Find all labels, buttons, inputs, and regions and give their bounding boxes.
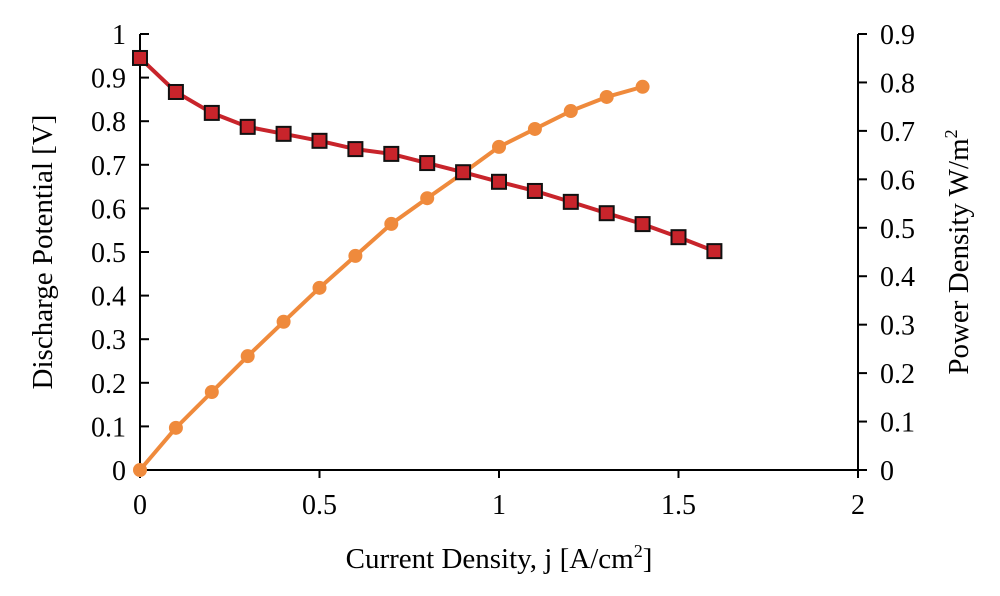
data-point-circle — [527, 121, 542, 136]
data-point-square — [670, 229, 687, 246]
data-point-square — [706, 243, 723, 260]
y-tick-label: 0.4 — [91, 282, 126, 313]
data-point-circle — [599, 89, 614, 104]
data-point-square — [383, 145, 400, 162]
y-tick-label: 0.6 — [91, 194, 126, 225]
y2-tick-label: 0.9 — [880, 20, 915, 51]
data-point-square — [491, 173, 507, 190]
data-point-circle — [420, 191, 435, 206]
data-point-square — [419, 155, 436, 172]
y-tick-label: 0.3 — [91, 325, 126, 356]
y2-tick-label: 0.7 — [880, 117, 915, 148]
data-point-square — [455, 164, 472, 181]
y-tick-label: 0.8 — [91, 107, 126, 138]
y-tick-label: 0.7 — [91, 151, 126, 182]
y2-tick-label: 0 — [880, 456, 894, 487]
data-point-circle — [276, 314, 291, 329]
y2-axis-label: Power Density W/m2 — [941, 129, 975, 374]
y2-tick-label: 0.6 — [880, 165, 915, 196]
data-point-square — [203, 104, 220, 121]
data-point-square — [526, 182, 543, 199]
data-point-circle — [384, 216, 399, 231]
y-tick-label: 0.5 — [91, 238, 126, 269]
y2-tick-label: 0.5 — [880, 214, 915, 245]
y2-tick-label: 0.1 — [880, 408, 915, 439]
y-tick-label: 0.2 — [91, 369, 126, 400]
y-tick-label: 0.1 — [91, 412, 126, 443]
x-tick-label: 0.5 — [302, 490, 337, 521]
data-point-circle — [635, 79, 650, 94]
y-axis-label: Discharge Potential [V] — [27, 115, 59, 390]
data-point-circle — [563, 104, 578, 119]
data-point-square — [347, 141, 364, 158]
x-tick-label: 1 — [492, 490, 506, 521]
y2-tick-label: 0.3 — [880, 311, 915, 342]
series-line — [138, 84, 644, 472]
data-point-square — [239, 118, 256, 135]
data-point-circle — [240, 349, 255, 364]
data-point-square — [275, 125, 292, 142]
y2-tick-label: 0.4 — [880, 262, 915, 293]
data-point-square — [167, 83, 184, 100]
data-point-square — [562, 193, 579, 210]
y-tick-label: 0.9 — [91, 64, 126, 95]
x-tick-label: 1.5 — [661, 490, 696, 521]
data-point-circle — [133, 463, 147, 477]
axes: 0 0.1 0.2 0.3 0.4 0.5 0.6 0.7 0.8 0.9 1 0 0.1 0.2 0.3 0… — [91, 20, 915, 521]
data-point-square — [132, 49, 148, 66]
data-point-circle — [204, 385, 219, 400]
series-line — [138, 56, 716, 253]
y-tick-label: 0 — [112, 456, 126, 487]
x-tick-label: 2 — [851, 490, 865, 521]
data-point-circle — [312, 280, 327, 295]
y2-tick-label: 0.2 — [880, 359, 915, 390]
data-point-square — [634, 216, 651, 233]
data-point-square — [598, 205, 615, 222]
y-tick-label: 1 — [112, 20, 126, 51]
x-tick-label: 0 — [133, 490, 147, 521]
y2-tick-label: 0.8 — [880, 68, 915, 99]
data-point-square — [311, 132, 328, 149]
data-point-circle — [348, 248, 363, 263]
data-point-circle — [168, 420, 183, 435]
series-layer — [132, 49, 723, 477]
data-point-circle — [492, 139, 506, 154]
x-axis-label: Current Density, j [A/cm2] — [346, 541, 653, 575]
